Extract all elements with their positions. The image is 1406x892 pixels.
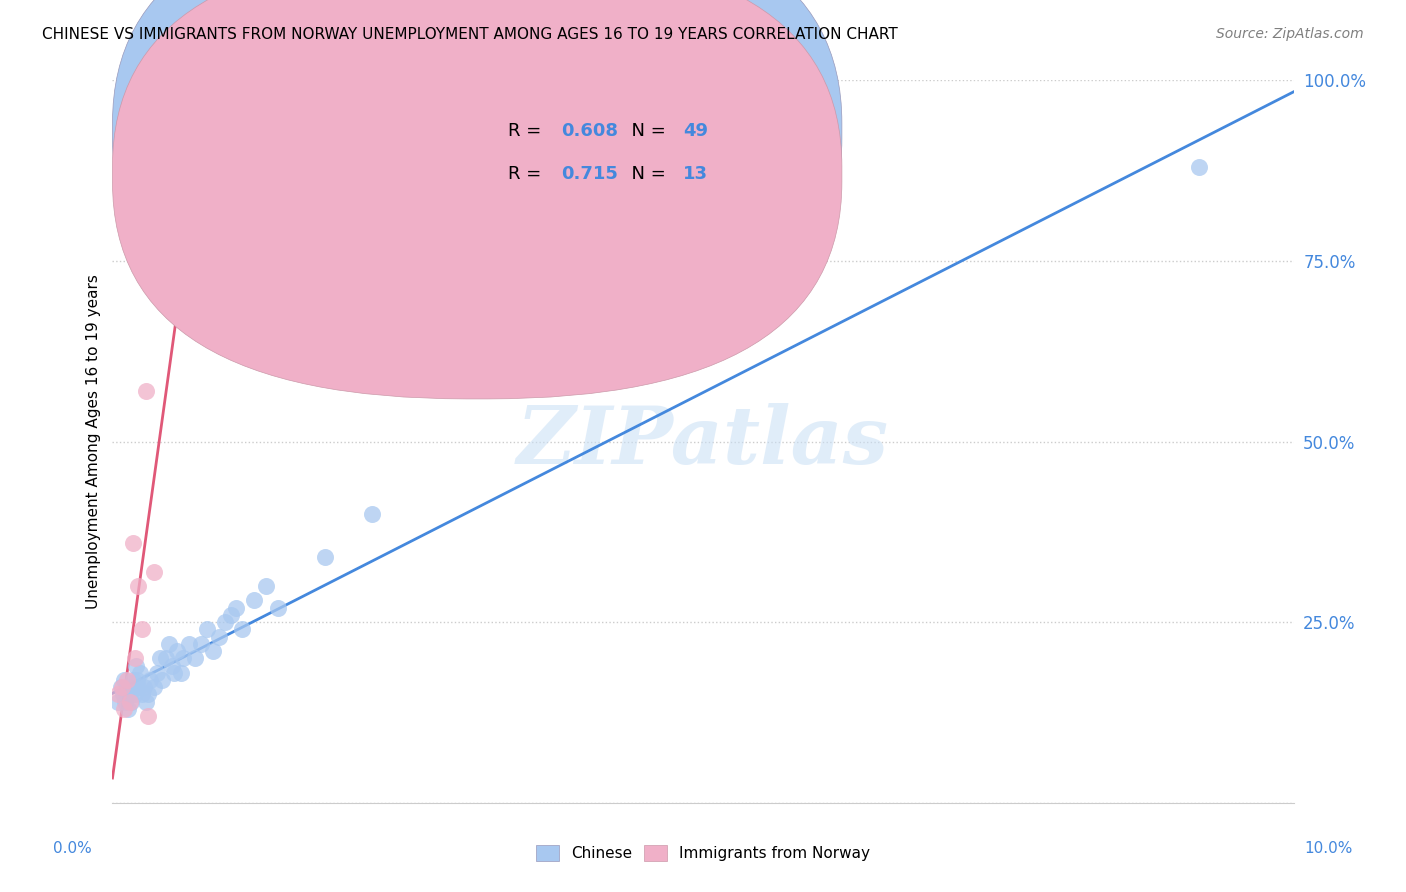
Point <box>112 687 135 701</box>
Point <box>111 680 134 694</box>
Point <box>231 623 253 637</box>
Text: R =: R = <box>508 165 547 183</box>
Text: 49: 49 <box>683 122 709 140</box>
Point <box>135 695 157 709</box>
Text: ZIPatlas: ZIPatlas <box>517 403 889 480</box>
Point <box>135 384 157 398</box>
Point <box>166 644 188 658</box>
Point <box>120 687 142 701</box>
Point <box>107 695 129 709</box>
Point <box>112 702 135 716</box>
Point <box>139 673 162 687</box>
Point <box>172 651 194 665</box>
Point <box>149 651 172 665</box>
Point <box>184 651 207 665</box>
Text: CHINESE VS IMMIGRANTS FROM NORWAY UNEMPLOYMENT AMONG AGES 16 TO 19 YEARS CORRELA: CHINESE VS IMMIGRANTS FROM NORWAY UNEMPL… <box>42 27 898 42</box>
Point <box>121 535 143 549</box>
Point <box>179 637 201 651</box>
Point <box>163 665 186 680</box>
FancyBboxPatch shape <box>112 0 842 399</box>
Point <box>134 680 156 694</box>
Point <box>155 651 177 665</box>
Point <box>124 651 146 665</box>
Point <box>114 695 136 709</box>
Point <box>127 680 149 694</box>
Text: 10.0%: 10.0% <box>1305 841 1353 856</box>
Legend: Chinese, Immigrants from Norway: Chinese, Immigrants from Norway <box>530 839 876 867</box>
Point <box>110 680 132 694</box>
Point <box>314 550 336 565</box>
Text: N =: N = <box>620 122 672 140</box>
Text: 0.0%: 0.0% <box>53 841 93 856</box>
Point <box>208 630 231 644</box>
Point <box>243 593 266 607</box>
Point <box>157 637 180 651</box>
Point <box>150 673 173 687</box>
Point <box>136 709 159 723</box>
Point <box>121 673 143 687</box>
Point <box>127 673 149 687</box>
Point <box>127 579 149 593</box>
Point <box>131 623 153 637</box>
Point <box>361 507 384 521</box>
Point <box>118 680 141 694</box>
Text: 0.608: 0.608 <box>561 122 619 140</box>
Point <box>128 665 150 680</box>
Point <box>190 637 212 651</box>
Point <box>120 695 142 709</box>
Point <box>125 658 148 673</box>
Point <box>131 687 153 701</box>
Point <box>195 623 218 637</box>
Text: Source: ZipAtlas.com: Source: ZipAtlas.com <box>1216 27 1364 41</box>
Point <box>120 695 142 709</box>
Text: N =: N = <box>620 165 672 183</box>
Point <box>225 600 247 615</box>
Point <box>115 687 138 701</box>
Point <box>214 615 236 630</box>
Text: 0.715: 0.715 <box>561 165 619 183</box>
Point <box>160 658 183 673</box>
Point <box>117 702 139 716</box>
Point <box>170 665 193 680</box>
FancyBboxPatch shape <box>112 0 842 356</box>
Point <box>136 687 159 701</box>
Point <box>254 579 277 593</box>
Point <box>219 607 242 622</box>
Point <box>1188 160 1211 174</box>
Point <box>107 687 129 701</box>
Point <box>267 600 290 615</box>
FancyBboxPatch shape <box>449 84 721 214</box>
Point <box>122 680 145 694</box>
Point <box>142 565 165 579</box>
Point <box>124 687 146 701</box>
Text: R =: R = <box>508 122 547 140</box>
Point <box>201 644 224 658</box>
Y-axis label: Unemployment Among Ages 16 to 19 years: Unemployment Among Ages 16 to 19 years <box>86 274 101 609</box>
Point <box>142 680 165 694</box>
Point <box>115 673 138 687</box>
Point <box>149 276 172 290</box>
Point <box>146 665 169 680</box>
Text: 13: 13 <box>683 165 709 183</box>
Point <box>112 673 135 687</box>
